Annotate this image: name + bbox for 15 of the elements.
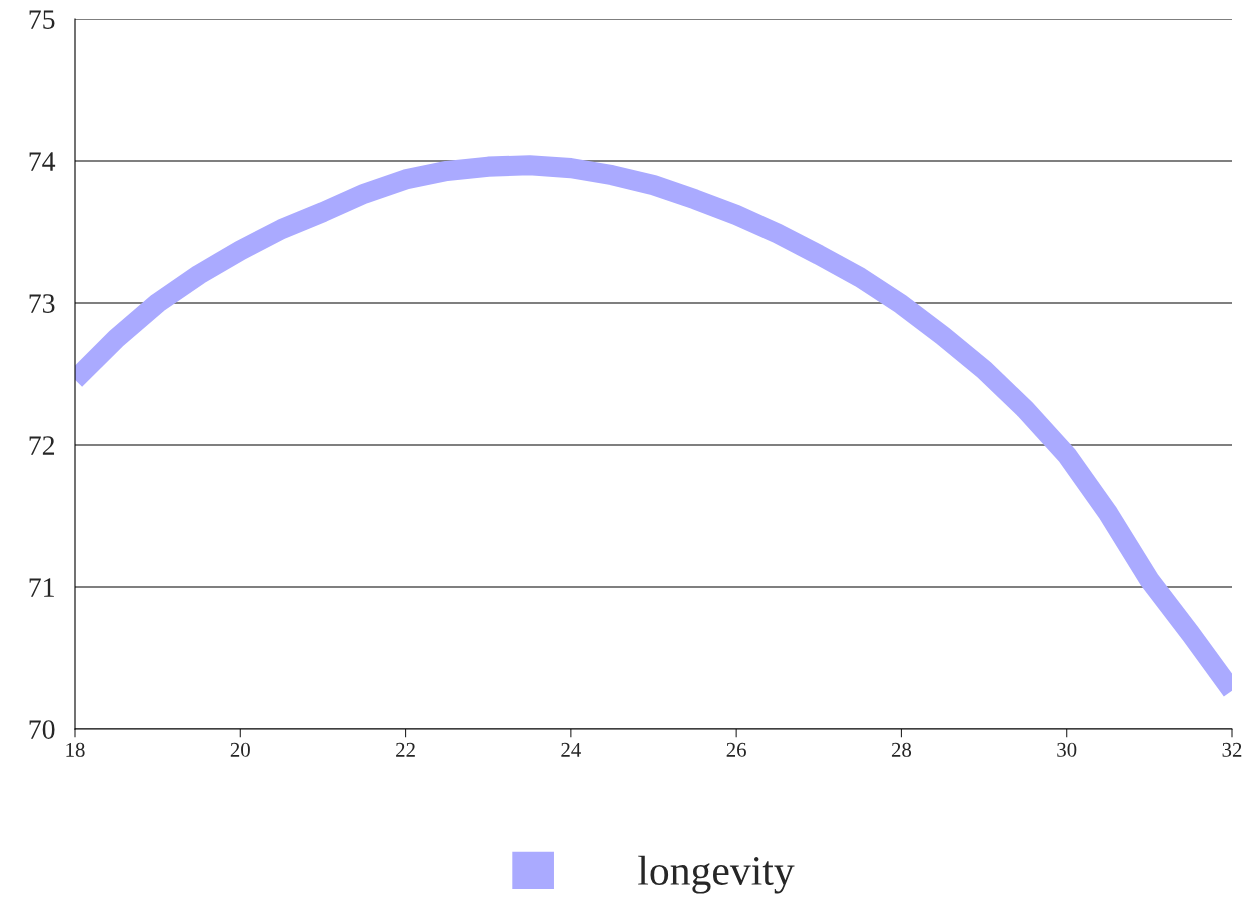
x-tick-label: 28	[891, 742, 912, 757]
legend-label: longevity	[638, 855, 795, 894]
y-tick-label: 71	[29, 578, 54, 597]
y-tick-label: 74	[29, 152, 56, 171]
y-tick-label: 73	[29, 294, 55, 313]
x-tick-label: 26	[726, 742, 746, 757]
x-tick-label: 32	[1222, 742, 1242, 757]
x-tick-label: 24	[561, 742, 581, 757]
y-tick-label: 75	[29, 10, 55, 29]
x-tick-label: 22	[396, 742, 415, 757]
x-tick-label: 30	[1057, 742, 1077, 757]
y-tick-label: 72	[29, 436, 55, 455]
y-tick-label: 70	[29, 720, 55, 739]
x-tick-label: 18	[66, 742, 85, 757]
x-tick-label: 20	[230, 742, 250, 757]
